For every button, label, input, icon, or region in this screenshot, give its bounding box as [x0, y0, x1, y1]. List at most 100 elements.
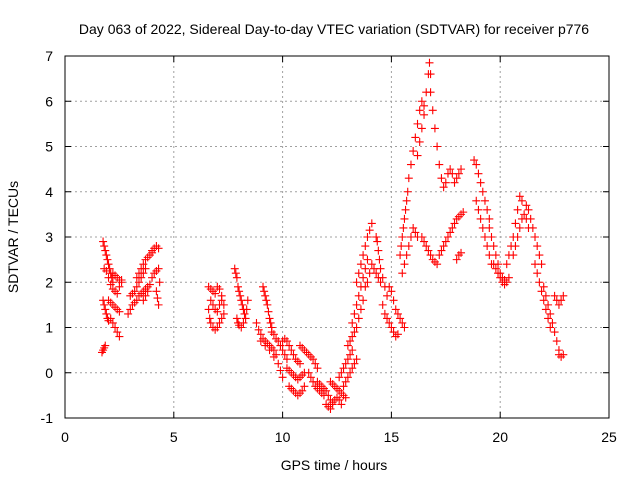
data-point [265, 346, 274, 355]
data-point [515, 192, 524, 201]
data-point [398, 318, 407, 327]
data-point [363, 255, 372, 264]
data-point [154, 264, 163, 273]
data-point [372, 233, 381, 241]
data-point [104, 273, 113, 282]
data-point [287, 346, 296, 355]
data-point [261, 291, 270, 300]
data-point [341, 359, 350, 368]
data-point [354, 314, 363, 323]
data-point [343, 373, 352, 382]
data-point [233, 282, 242, 291]
data-point [361, 242, 370, 251]
data-point [443, 233, 452, 241]
data-point [139, 260, 148, 269]
data-point [232, 273, 241, 282]
y-tick-label: 4 [45, 184, 53, 200]
data-point [103, 255, 112, 264]
data-point [108, 318, 117, 327]
data-point [550, 328, 559, 337]
data-point [372, 269, 381, 278]
data-point [448, 223, 457, 232]
data-points [97, 58, 568, 413]
data-point [356, 305, 365, 314]
data-point [450, 219, 459, 228]
data-point [243, 296, 252, 305]
x-tick-label: 5 [170, 429, 178, 445]
data-point [483, 205, 492, 214]
data-point [124, 309, 133, 318]
data-point [141, 291, 150, 300]
data-point [441, 237, 450, 246]
data-point [219, 309, 228, 318]
data-point [238, 300, 247, 309]
data-point [546, 309, 555, 318]
data-point [359, 273, 368, 282]
data-point [352, 278, 361, 287]
data-point [417, 124, 426, 133]
data-point [278, 373, 287, 382]
data-point [101, 305, 110, 314]
data-point [328, 400, 337, 409]
y-tick-label: 2 [45, 274, 53, 290]
data-point [361, 264, 370, 273]
y-tick-label: 7 [45, 48, 53, 64]
data-point [205, 314, 214, 323]
data-point [513, 233, 522, 241]
data-point [411, 133, 420, 142]
data-point [424, 246, 433, 255]
data-point [282, 337, 291, 346]
data-point [550, 291, 559, 300]
data-point [541, 305, 550, 314]
data-point [422, 242, 431, 251]
data-point [348, 332, 357, 341]
data-point [559, 350, 568, 359]
data-point [546, 323, 555, 332]
data-point [111, 323, 120, 332]
data-point [367, 219, 376, 228]
data-point [337, 400, 346, 409]
data-point [352, 355, 361, 364]
data-point [470, 156, 479, 165]
data-point [420, 101, 429, 110]
data-point [264, 307, 273, 316]
data-point [104, 260, 113, 269]
data-point [554, 300, 563, 309]
data-point [398, 233, 407, 241]
data-point [232, 314, 241, 323]
y-tick-label: 1 [45, 320, 53, 336]
data-point [380, 309, 389, 318]
data-point [426, 70, 435, 79]
data-point [544, 300, 553, 309]
data-point [359, 296, 368, 305]
data-point [425, 58, 434, 67]
data-point [113, 289, 122, 298]
data-point [106, 280, 115, 289]
data-point [324, 391, 333, 400]
data-point [259, 282, 268, 291]
data-point [367, 260, 376, 269]
data-point [235, 287, 244, 296]
data-point [383, 314, 392, 323]
data-point [300, 382, 309, 391]
data-point [375, 255, 384, 264]
data-point [402, 196, 411, 205]
data-point [401, 205, 410, 214]
data-point [265, 314, 274, 323]
data-point [236, 291, 245, 300]
data-point [406, 160, 415, 169]
data-point [276, 366, 285, 375]
data-point [155, 278, 164, 287]
data-point [254, 325, 263, 334]
data-point [326, 404, 335, 413]
x-tick-label: 20 [492, 429, 508, 445]
y-tick-label: 6 [45, 93, 53, 109]
data-point [102, 251, 111, 260]
data-point [544, 314, 553, 323]
data-point [343, 355, 352, 364]
data-point [206, 296, 215, 305]
x-tick-label: 25 [601, 429, 617, 445]
data-point [511, 242, 520, 251]
data-point [322, 386, 331, 395]
data-point [472, 196, 481, 205]
